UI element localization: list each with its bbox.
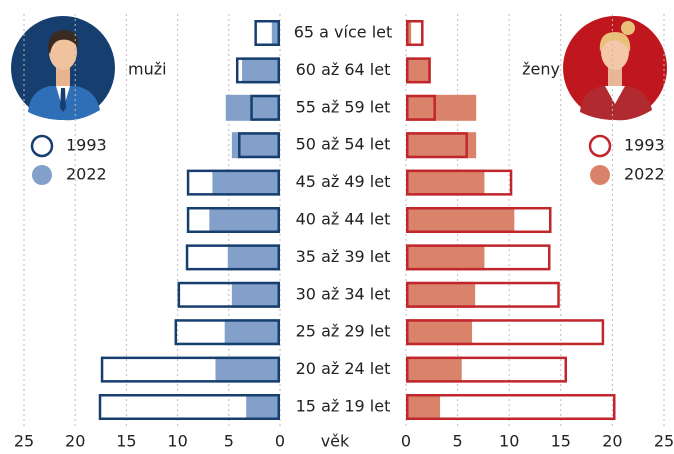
category-label: 35 až 39 let	[296, 247, 391, 266]
legend-label: 1993	[624, 136, 665, 155]
x-axis-label: věk	[321, 432, 350, 451]
bar	[235, 57, 281, 84]
bar	[246, 394, 280, 420]
legend-label: 1993	[66, 136, 107, 155]
x-tick-label: 10	[167, 432, 187, 451]
female-avatar	[563, 16, 667, 121]
x-tick-label: 0	[275, 432, 285, 451]
category-label: 25 až 29 let	[296, 322, 391, 341]
bar	[406, 394, 441, 420]
category-label: 30 až 34 let	[296, 284, 391, 303]
bar	[406, 394, 616, 420]
legend-swatch	[590, 165, 610, 185]
x-tick-label: 5	[453, 432, 463, 451]
bar	[406, 169, 513, 196]
category-label: 45 až 49 let	[296, 172, 391, 191]
legend-swatch	[30, 134, 54, 158]
x-tick-label: 20	[65, 432, 85, 451]
legend-swatch	[32, 165, 52, 185]
right-label: ženy	[522, 60, 560, 79]
bar	[185, 244, 281, 271]
bar	[186, 169, 280, 196]
bar	[98, 394, 280, 420]
bar	[406, 94, 436, 121]
legend-label: 2022	[624, 165, 665, 184]
male-avatar	[11, 16, 115, 121]
x-tick-label: 15	[551, 432, 571, 451]
x-tick-label: 25	[654, 432, 674, 451]
category-label: 20 až 24 let	[296, 359, 391, 378]
legend-label: 2022	[66, 165, 107, 184]
bar	[209, 207, 280, 233]
bar	[406, 57, 431, 84]
category-label: 15 až 19 let	[296, 397, 391, 416]
bar	[254, 20, 280, 46]
bar	[215, 356, 280, 383]
bar	[250, 94, 280, 121]
x-tick-label: 15	[116, 432, 136, 451]
bar	[406, 356, 567, 383]
bar	[177, 281, 281, 308]
x-tick-label: 20	[602, 432, 622, 451]
bar	[224, 319, 280, 346]
bar	[406, 132, 468, 159]
bar	[271, 20, 280, 46]
bar	[406, 244, 551, 271]
category-label: 60 až 64 let	[296, 60, 391, 79]
bar	[406, 244, 485, 271]
bar	[242, 57, 280, 84]
bar	[406, 281, 560, 308]
bar	[406, 57, 431, 84]
x-tick-label: 10	[499, 432, 519, 451]
category-label: 40 až 44 let	[296, 210, 391, 229]
x-tick-label: 0	[401, 432, 411, 451]
bar	[174, 319, 280, 346]
bar	[238, 132, 281, 159]
bar	[406, 20, 412, 46]
bar	[406, 356, 462, 383]
x-tick-label: 5	[224, 432, 234, 451]
bar	[406, 319, 473, 346]
bar	[212, 169, 280, 196]
bar	[406, 94, 477, 121]
bar	[406, 207, 515, 233]
legend-swatch	[588, 134, 612, 158]
category-label: 55 až 59 let	[296, 97, 391, 116]
bar	[406, 20, 424, 46]
category-label: 50 až 54 let	[296, 135, 391, 154]
bar	[227, 244, 280, 271]
bar	[100, 356, 280, 383]
bar	[406, 207, 552, 233]
bar	[406, 281, 476, 308]
bar	[231, 281, 280, 308]
category-label: 65 a více let	[294, 23, 393, 42]
bar	[406, 169, 485, 196]
bar	[186, 207, 280, 233]
bar	[225, 94, 280, 121]
bar	[406, 319, 605, 346]
left-label: muži	[128, 60, 167, 79]
x-tick-label: 25	[14, 432, 34, 451]
bar	[406, 132, 477, 159]
